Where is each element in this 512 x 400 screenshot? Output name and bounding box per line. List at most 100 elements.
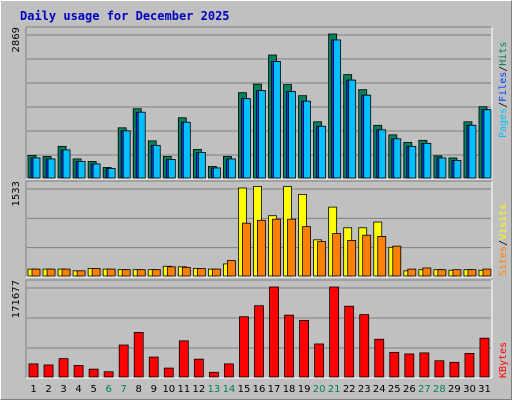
day-label: 9 xyxy=(151,384,157,395)
day-label: 11 xyxy=(177,384,190,395)
day-label: 14 xyxy=(223,384,236,395)
kbytes-bar xyxy=(314,343,325,378)
sites-bar xyxy=(482,268,492,277)
pages-bar xyxy=(62,149,71,179)
day-label: 24 xyxy=(373,384,386,395)
pages-bar xyxy=(348,79,357,179)
pages-bar xyxy=(228,158,236,179)
kbytes-bar xyxy=(434,360,445,378)
kbytes-bar xyxy=(208,371,219,378)
day-label: 28 xyxy=(433,384,446,395)
legend-visits: Visits xyxy=(498,204,509,240)
sites-bar xyxy=(76,270,86,277)
legend-files: Files xyxy=(498,72,509,102)
day-label: 7 xyxy=(121,384,127,395)
kbytes-bar xyxy=(449,361,460,378)
sites-bar xyxy=(181,266,191,277)
legend-sep: / xyxy=(498,66,509,72)
kbytes-bar xyxy=(479,337,490,378)
pages-bar xyxy=(363,94,372,179)
kbytes-bar xyxy=(88,368,99,378)
pages-bar xyxy=(152,144,161,179)
kbytes-bar xyxy=(359,314,370,378)
kbytes-bar xyxy=(73,365,84,378)
sites-bar xyxy=(347,240,357,277)
legend-sites: Sites xyxy=(498,246,509,276)
day-label: 15 xyxy=(238,384,251,395)
legend-sep: / xyxy=(498,240,509,246)
pages-bar xyxy=(107,168,116,179)
pages-bar xyxy=(423,142,432,179)
day-label: 16 xyxy=(253,384,266,395)
legend-sep: / xyxy=(498,102,509,108)
pages-bar xyxy=(182,121,191,179)
sites-bar xyxy=(452,269,462,277)
sites-bar xyxy=(257,219,266,277)
sites-bar xyxy=(287,218,296,277)
pages-bar xyxy=(92,163,101,179)
day-label: 8 xyxy=(136,384,142,395)
day-label: 20 xyxy=(313,384,326,395)
pages-bar xyxy=(32,157,41,179)
pages-bar xyxy=(483,109,492,179)
sites-bar xyxy=(467,269,477,277)
kbytes-bar xyxy=(28,363,39,378)
kbytes-bar xyxy=(284,314,294,378)
day-label: 25 xyxy=(388,384,401,395)
kbytes-bar xyxy=(299,319,309,378)
sites-bar xyxy=(91,268,101,277)
kbytes-bar xyxy=(344,305,355,378)
kbytes-bar xyxy=(178,340,189,378)
day-label: 19 xyxy=(298,384,311,395)
pages-bar xyxy=(393,138,402,179)
sites-bar xyxy=(392,245,402,277)
legend-pages-files-hits: Pages/Files/Hits xyxy=(498,42,509,138)
kbytes-bar xyxy=(58,358,69,378)
legend-kbytes-label: KBytes xyxy=(498,342,509,378)
legend-sites-visits: Sites/Visits xyxy=(498,204,509,276)
day-label: 10 xyxy=(162,384,175,395)
max-label-visits: 1533 xyxy=(11,181,22,206)
day-label: 21 xyxy=(328,384,341,395)
pages-bar xyxy=(77,161,86,179)
kbytes-bar xyxy=(103,371,114,378)
sites-bar xyxy=(422,267,432,277)
day-label: 29 xyxy=(448,384,461,395)
pages-bar xyxy=(122,130,131,179)
panel-visits-sites xyxy=(25,180,493,278)
legend-kbytes: KBytes xyxy=(498,342,509,378)
pages-bar xyxy=(197,152,206,179)
sites-bar xyxy=(302,226,311,277)
pages-bar xyxy=(408,145,417,179)
chart-title: Daily usage for December 2025 xyxy=(20,9,230,23)
day-label: 18 xyxy=(283,384,296,395)
kbytes-bar xyxy=(419,352,430,378)
day-label: 1 xyxy=(30,384,36,395)
day-label: 31 xyxy=(478,384,491,395)
kbytes-bar xyxy=(118,344,129,378)
pages-bar xyxy=(273,61,281,179)
day-label: 12 xyxy=(193,384,206,395)
panel-kbytes xyxy=(25,279,493,379)
kbytes-bar xyxy=(43,364,54,378)
sites-bar xyxy=(332,233,342,277)
day-label: 23 xyxy=(358,384,371,395)
pages-bar xyxy=(212,167,221,179)
sites-bar xyxy=(166,266,176,277)
day-label: 2 xyxy=(45,384,51,395)
kbytes-bar xyxy=(239,316,249,378)
pages-bar xyxy=(167,159,176,179)
kbytes-bar xyxy=(404,353,415,378)
pages-bar xyxy=(47,158,56,179)
day-label: 30 xyxy=(463,384,476,395)
day-label: 27 xyxy=(418,384,431,395)
kbytes-bar xyxy=(163,367,174,378)
sites-bar xyxy=(362,234,372,277)
kbytes-bar xyxy=(329,286,340,378)
kbytes-bar xyxy=(389,351,400,378)
day-label: 3 xyxy=(60,384,66,395)
pages-bar xyxy=(137,111,146,179)
kbytes-bar xyxy=(148,356,159,378)
